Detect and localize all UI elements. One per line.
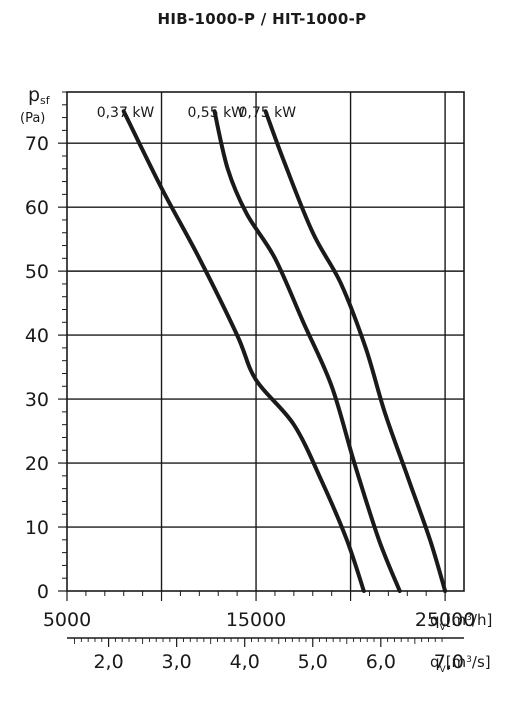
x2-tick-label: 2,0	[93, 651, 123, 673]
chart-title: HIB-1000-P / HIT-1000-P	[157, 10, 367, 28]
x2-tick-label: 6,0	[366, 651, 396, 673]
series-line-2	[212, 109, 402, 593]
series-line-3	[263, 109, 448, 593]
y-axis-subscript: sf	[40, 94, 51, 107]
x-tick-label: 25000	[415, 609, 475, 631]
series-lines	[121, 109, 448, 593]
x-axis-label-primary: qV[m3/h]	[430, 611, 492, 633]
x-tick-label: 15000	[226, 609, 286, 631]
y-axis-symbol: p	[28, 84, 40, 106]
y-tick-label: 40	[25, 325, 49, 347]
y-tick-label: 30	[25, 389, 49, 411]
minor-ticks	[58, 91, 464, 647]
y-tick-label: 70	[25, 133, 49, 155]
series-label-1: 0,37 kW	[97, 105, 155, 121]
x-axis-label-secondary: qV[m3/s]	[430, 653, 491, 675]
plot-frame	[66, 91, 465, 592]
x2-tick-label: 7,0	[434, 651, 464, 673]
series-line-1	[121, 109, 366, 593]
y-axis-unit: (Pa)	[20, 111, 45, 126]
x2-tick-label: 4,0	[230, 651, 260, 673]
x-tick-label: 5000	[43, 609, 91, 631]
grid	[66, 91, 465, 592]
axis-labels: 0,37 kW 0,55 kW0,75 kW 0 10 20 30 40 50 60 70 5000…	[20, 84, 492, 675]
series-label-3: 0,75 kW	[239, 105, 297, 121]
y-tick-label: 50	[25, 261, 49, 283]
x2-tick-label: 3,0	[162, 651, 192, 673]
x2-tick-label: 5,0	[298, 651, 328, 673]
series-label-2: 0,55 kW	[187, 105, 245, 121]
y-tick-label: 20	[25, 453, 49, 475]
y-tick-label: 10	[25, 517, 49, 539]
y-tick-label: 0	[37, 581, 49, 603]
y-tick-label: 60	[25, 197, 49, 219]
